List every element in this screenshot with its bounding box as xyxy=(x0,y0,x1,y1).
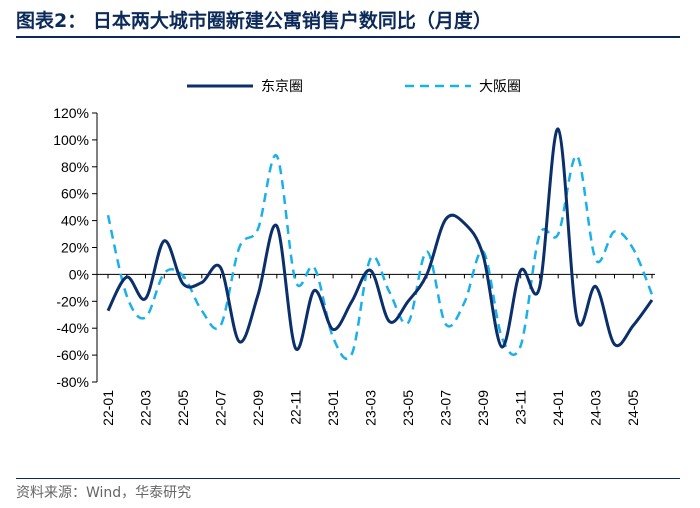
y-tick-label: -40% xyxy=(56,320,89,336)
y-tick-label: 20% xyxy=(61,240,89,256)
y-tick-label: 100% xyxy=(53,132,89,148)
x-tick-label: 24-01 xyxy=(550,390,566,426)
series-group xyxy=(106,127,654,361)
x-tick-label: 22-11 xyxy=(288,390,304,425)
y-tick-label: -20% xyxy=(56,293,89,309)
x-tick-label: 22-01 xyxy=(100,390,116,426)
y-tick-label: 120% xyxy=(53,105,89,121)
x-tick-label: 22-07 xyxy=(213,390,229,426)
footer-divider xyxy=(16,478,680,479)
x-tick-label: 24-03 xyxy=(588,390,604,426)
y-tick-label: -80% xyxy=(56,374,89,390)
x-tick-label: 23-07 xyxy=(438,390,454,426)
x-tick-label: 22-05 xyxy=(175,390,191,426)
legend-label: 东京圈 xyxy=(261,79,303,95)
x-tick-label: 23-05 xyxy=(400,390,416,426)
y-tick-label: -60% xyxy=(56,347,89,363)
legend: 东京圈 大阪圈 xyxy=(187,79,521,95)
title-divider xyxy=(16,36,680,38)
y-axis: 120% 100% 80% 60% 40% 20% 0% -20% -40% -60% -80% xyxy=(53,105,98,390)
legend-label: 大阪圈 xyxy=(479,79,521,95)
x-axis: 22-01 22-03 22-05 22-07 22-09 22-11 23-01 23-03… xyxy=(97,273,655,426)
x-tick-label: 22-09 xyxy=(250,390,266,426)
source-note: 资料来源：Wind，华泰研究 xyxy=(16,485,192,501)
x-tick-label: 23-03 xyxy=(363,390,379,426)
x-tick-label: 22-03 xyxy=(138,390,154,426)
y-tick-label: 60% xyxy=(61,186,89,202)
chart-title: 图表2： 日本两大城市圈新建公寓销售户数同比（月度） xyxy=(16,10,492,32)
x-tick-label: 23-11 xyxy=(513,390,529,425)
x-tick-label: 24-05 xyxy=(625,390,641,426)
y-tick-label: 40% xyxy=(61,213,89,229)
x-tick-label: 23-09 xyxy=(475,390,491,426)
y-tick-label: 80% xyxy=(61,159,89,175)
y-tick-label: 0% xyxy=(69,266,89,282)
series-tokyo-line xyxy=(106,127,654,351)
x-tick-label: 23-01 xyxy=(325,390,341,426)
